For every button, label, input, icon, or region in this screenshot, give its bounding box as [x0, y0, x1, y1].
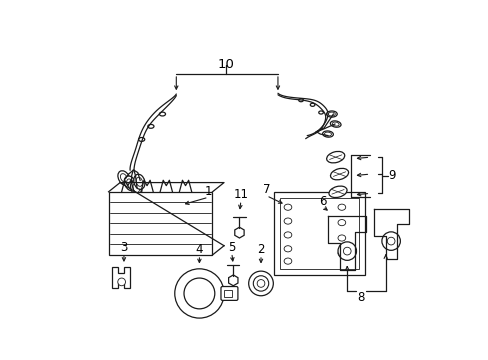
Text: 4: 4 [195, 243, 203, 256]
Ellipse shape [118, 171, 130, 185]
Ellipse shape [337, 220, 345, 226]
Text: 9: 9 [387, 169, 395, 182]
Bar [224, 289, 231, 297]
Ellipse shape [133, 184, 139, 193]
Ellipse shape [138, 138, 144, 141]
Ellipse shape [322, 131, 333, 137]
Ellipse shape [298, 99, 303, 102]
Circle shape [183, 278, 214, 309]
Text: 10: 10 [218, 58, 234, 71]
Polygon shape [112, 266, 130, 288]
Ellipse shape [284, 258, 291, 264]
Ellipse shape [337, 235, 345, 241]
Ellipse shape [284, 204, 291, 210]
Ellipse shape [326, 111, 337, 117]
Ellipse shape [284, 218, 291, 224]
Ellipse shape [328, 186, 346, 198]
Circle shape [257, 280, 264, 287]
Circle shape [253, 276, 268, 291]
Bar [108, 192, 212, 255]
Circle shape [343, 247, 350, 255]
Text: 1: 1 [204, 185, 212, 198]
Ellipse shape [284, 246, 291, 252]
Ellipse shape [324, 132, 331, 136]
Text: 6: 6 [318, 194, 325, 208]
Ellipse shape [130, 180, 142, 195]
Ellipse shape [124, 176, 136, 191]
Circle shape [248, 271, 273, 296]
Text: 3: 3 [120, 241, 127, 254]
Bar [280, 198, 358, 269]
Ellipse shape [126, 179, 133, 188]
Circle shape [386, 237, 394, 245]
Text: 2: 2 [257, 243, 264, 256]
Ellipse shape [330, 121, 340, 127]
Text: 11: 11 [233, 188, 248, 201]
Circle shape [337, 242, 356, 260]
Ellipse shape [136, 177, 142, 186]
Ellipse shape [120, 174, 127, 182]
Ellipse shape [159, 112, 165, 116]
Circle shape [381, 232, 400, 250]
Bar [274, 192, 364, 275]
Ellipse shape [326, 152, 344, 163]
FancyBboxPatch shape [221, 287, 238, 300]
Text: 5: 5 [227, 241, 235, 254]
Ellipse shape [337, 250, 345, 256]
Ellipse shape [328, 112, 335, 116]
Text: 7: 7 [262, 183, 269, 196]
Ellipse shape [310, 103, 314, 106]
Ellipse shape [337, 204, 345, 210]
Ellipse shape [284, 232, 291, 238]
Ellipse shape [330, 168, 348, 180]
Ellipse shape [147, 125, 154, 128]
Circle shape [118, 278, 125, 286]
Ellipse shape [331, 122, 339, 126]
Ellipse shape [318, 111, 323, 114]
Circle shape [174, 269, 224, 318]
Ellipse shape [134, 174, 144, 189]
Text: 8: 8 [357, 291, 364, 304]
